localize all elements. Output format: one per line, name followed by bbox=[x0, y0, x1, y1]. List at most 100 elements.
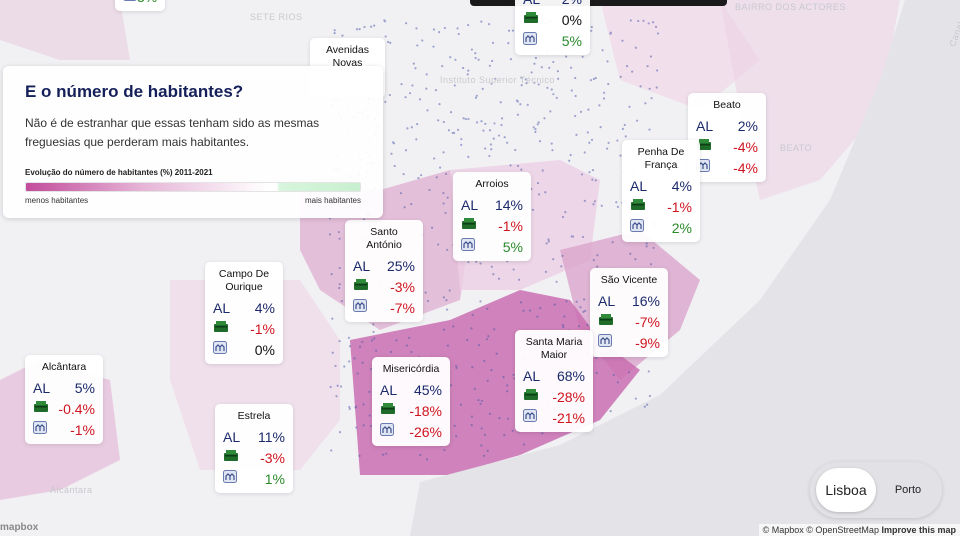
dot bbox=[609, 410, 612, 413]
dot bbox=[656, 69, 659, 72]
dot bbox=[455, 364, 458, 368]
dot bbox=[488, 129, 492, 132]
dot bbox=[606, 147, 609, 150]
dot bbox=[591, 169, 595, 172]
dot bbox=[500, 123, 503, 127]
dot bbox=[555, 96, 558, 99]
card-title: Santa Maria Maior bbox=[525, 336, 583, 361]
dot bbox=[414, 67, 417, 70]
dot bbox=[442, 296, 445, 299]
dot bbox=[335, 395, 338, 398]
card-row: -1% bbox=[461, 215, 523, 236]
dot bbox=[490, 148, 493, 151]
row-value: 4% bbox=[254, 299, 275, 316]
attribution-link[interactable]: Improve this map bbox=[881, 525, 956, 535]
dot bbox=[329, 385, 332, 389]
dot bbox=[389, 41, 392, 44]
dot bbox=[343, 365, 346, 368]
dot bbox=[363, 25, 366, 29]
parish-card: AL 2% 0% 5% bbox=[515, 0, 590, 55]
dot bbox=[384, 20, 387, 23]
dot bbox=[506, 141, 509, 144]
row-label: AL bbox=[223, 428, 241, 445]
dot bbox=[446, 196, 449, 199]
dot bbox=[634, 46, 637, 49]
dot bbox=[634, 397, 637, 400]
dot bbox=[362, 403, 365, 406]
dot bbox=[550, 142, 553, 145]
parish-card: São Vicente AL 16% -7% -9% bbox=[590, 268, 668, 357]
card-row: AL 2% bbox=[696, 115, 758, 136]
row-value: -1% bbox=[70, 421, 95, 438]
dot bbox=[408, 336, 411, 339]
dot bbox=[443, 26, 446, 30]
dot bbox=[336, 384, 339, 387]
dot bbox=[580, 173, 584, 176]
dot bbox=[603, 91, 606, 94]
dot bbox=[411, 84, 414, 87]
dot bbox=[426, 299, 430, 303]
dot bbox=[433, 157, 436, 160]
dot bbox=[438, 166, 442, 169]
toggle-option[interactable]: Porto bbox=[894, 484, 922, 496]
dot bbox=[512, 373, 515, 376]
dot bbox=[418, 98, 422, 101]
card-row: -4% bbox=[696, 157, 758, 178]
dot bbox=[520, 301, 523, 304]
dot bbox=[412, 62, 415, 65]
dot bbox=[358, 28, 361, 31]
dot bbox=[479, 262, 482, 265]
dot bbox=[581, 55, 584, 58]
dot bbox=[490, 82, 493, 85]
dot bbox=[540, 66, 543, 69]
dot bbox=[369, 25, 373, 28]
dot bbox=[647, 370, 650, 373]
parish-card: Campo De Ourique AL 4% -1% 0% bbox=[205, 262, 283, 364]
dot bbox=[434, 88, 438, 92]
dot bbox=[592, 203, 595, 206]
dot bbox=[525, 81, 528, 85]
row-value: 1% bbox=[264, 470, 285, 487]
dot bbox=[442, 151, 445, 154]
dot bbox=[492, 137, 495, 140]
card-row: -0.4% bbox=[33, 398, 95, 419]
dot bbox=[467, 155, 470, 158]
city-toggle: Lisboa Porto bbox=[810, 462, 942, 518]
dot bbox=[553, 303, 556, 306]
card-row: AL 4% bbox=[213, 297, 275, 318]
dot bbox=[415, 27, 418, 30]
dot bbox=[370, 339, 374, 342]
dot bbox=[480, 444, 483, 447]
row-value: -0.4% bbox=[58, 400, 95, 417]
dot bbox=[410, 126, 413, 129]
dot bbox=[631, 70, 634, 73]
card-title: Campo De Ourique bbox=[218, 268, 270, 293]
row-value: 5% bbox=[74, 379, 95, 396]
dot bbox=[583, 199, 586, 202]
dot bbox=[579, 306, 582, 309]
shop-icon bbox=[353, 278, 369, 296]
dot bbox=[577, 325, 581, 328]
dot bbox=[385, 452, 388, 455]
dot bbox=[646, 65, 649, 68]
dot bbox=[459, 403, 462, 406]
dot bbox=[403, 206, 406, 209]
shop-icon bbox=[461, 217, 477, 235]
homes-icon bbox=[461, 237, 475, 256]
dot bbox=[428, 188, 431, 192]
dot bbox=[648, 394, 652, 398]
dot bbox=[358, 454, 361, 457]
row-value: -7% bbox=[390, 299, 415, 316]
dot bbox=[582, 310, 585, 313]
homes-icon bbox=[223, 469, 237, 488]
dot bbox=[520, 168, 523, 171]
row-value: 5% bbox=[502, 238, 523, 255]
dot bbox=[574, 114, 577, 118]
dot bbox=[355, 28, 359, 31]
card-row: 5% bbox=[461, 236, 523, 257]
dot bbox=[503, 136, 506, 139]
dot bbox=[612, 373, 615, 377]
toggle-option[interactable]: Lisboa bbox=[816, 468, 876, 512]
dot bbox=[442, 202, 445, 205]
row-value: 2% bbox=[737, 117, 758, 134]
